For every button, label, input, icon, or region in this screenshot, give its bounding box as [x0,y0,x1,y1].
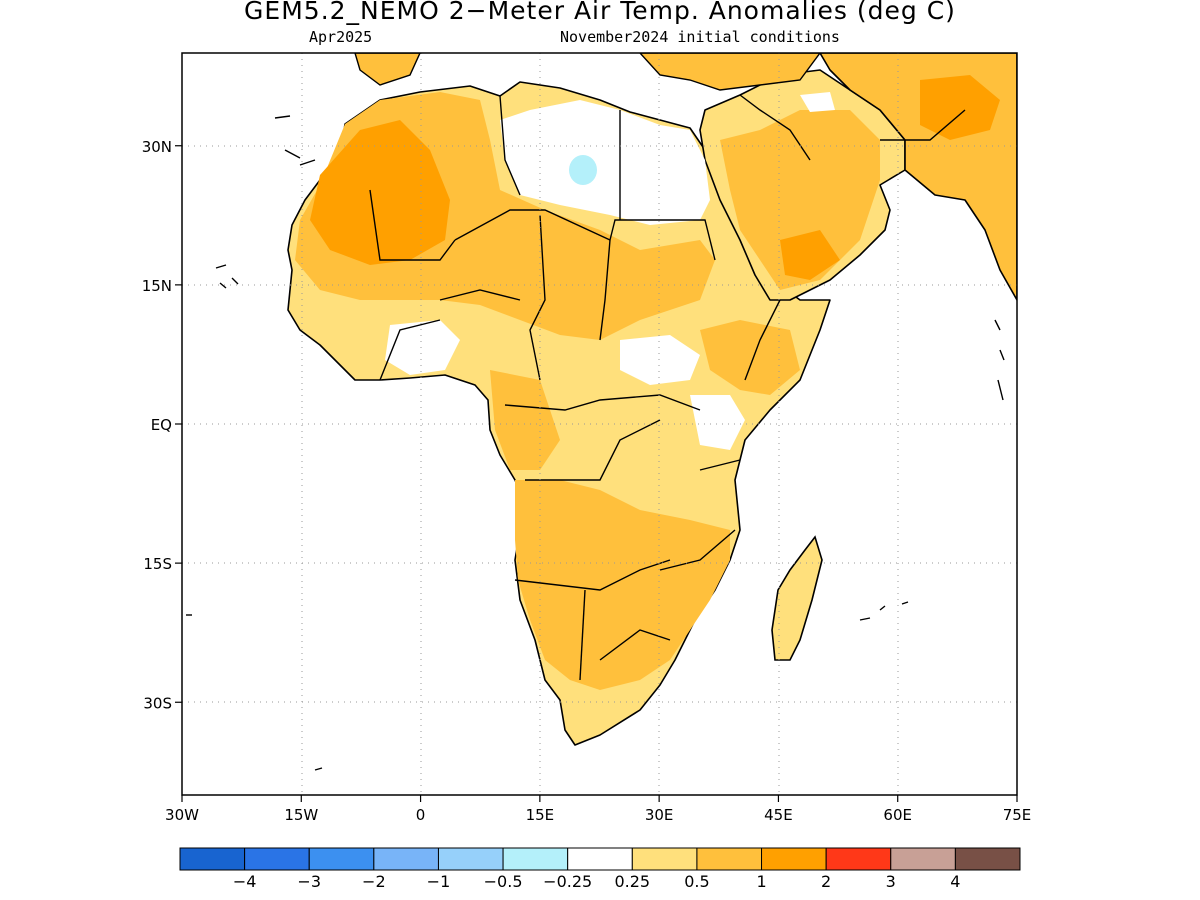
colorbar-label: −0.25 [543,872,592,891]
map-field [182,53,1017,795]
colorbar-label: 0.5 [684,872,709,891]
lon-tick-label: 60E [883,806,912,824]
colorbar-label: −1 [427,872,451,891]
anomaly-darkorange-iran [920,75,1000,140]
colorbar-label: −2 [362,872,386,891]
colorbar-label: −0.5 [484,872,523,891]
lat-tick-label: 15N [142,277,172,295]
colorbar-swatch [244,847,310,871]
colorbar-swatch [825,847,892,871]
anomaly-darkorange-west-sahara [310,120,450,265]
anomaly-lightblue-libya [569,155,597,185]
colorbar-swatch [954,847,1021,871]
colorbar-label: 1 [756,872,766,891]
colorbar-swatch [761,847,827,871]
turkey-land [639,53,821,91]
forecast-month: Apr2025 [309,28,373,46]
anomaly-neutral-gulf [800,92,835,112]
colorbar-swatch [631,847,698,871]
lat-tick-label: 30N [142,138,172,156]
anomaly-darkorange-arabia [780,230,840,280]
colorbar-swatch [502,847,569,871]
lon-tick-label: 75E [1003,806,1032,824]
colorbar-swatch [179,847,246,871]
islands [186,115,1005,771]
colorbar: −4 −3 −2 −1 −0.5 −0.25 0.25 0.5 1 2 3 4 [179,847,1021,891]
map-title: GEM5.2_NEMO 2−Meter Air Temp. Anomalies … [244,0,956,25]
lon-tick-label: 30E [645,806,674,824]
lat-tick-label: 30S [143,694,172,712]
colorbar-label: −4 [233,872,257,891]
anomaly-orange-arabia [720,110,880,290]
anomaly-orange-horn [700,320,800,395]
colorbar-label: 2 [821,872,831,891]
anomaly-neutral-eastafrica [690,395,745,450]
colorbar-swatch [567,847,633,871]
axis-labels: 30N 15N EQ 15S 30S 30W 15W 0 15E 30E 45E 60E 75E [142,138,1032,824]
colorbar-label: 0.25 [614,872,650,891]
colorbar-swatch [437,847,504,871]
colorbar-label: 4 [950,872,960,891]
anomaly-neutral-westafrica [385,320,460,375]
lon-tick-label: 0 [416,806,426,824]
europe-land [354,53,421,86]
anomaly-orange-central [490,370,560,470]
lon-tick-label: 30W [165,806,199,824]
anomaly-orange-southern [515,480,730,690]
anomaly-neutral-sudan [620,335,700,385]
lat-tick-label: EQ [151,416,172,434]
colorbar-swatch [308,847,375,871]
axis-ticks [175,145,1018,802]
country-borders [369,94,966,681]
colorbar-swatch [373,847,439,871]
colorbar-swatch [890,847,956,871]
lat-tick-label: 15S [143,555,172,573]
grid-lines [182,53,1017,795]
lon-tick-label: 15W [284,806,318,824]
colorbar-label: −3 [297,872,321,891]
colorbar-label: 3 [886,872,896,891]
lon-tick-label: 45E [764,806,793,824]
colorbar-swatch [696,847,763,871]
anomaly-neutral-libya-egypt [500,100,710,225]
lon-tick-label: 15E [526,806,555,824]
initial-conditions-label: November2024 initial conditions [560,28,840,46]
